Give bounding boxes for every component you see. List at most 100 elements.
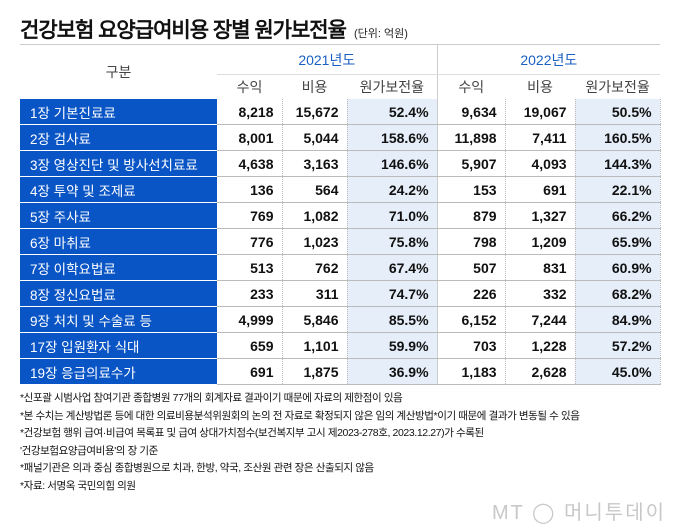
footnote: *패널기관은 의과 중심 종합병원으로 치과, 한방, 약국, 조산원 관련 장… — [20, 462, 374, 474]
year-header: 2022년도 — [436, 44, 661, 75]
value-cell: 1,875 — [282, 358, 348, 385]
table-row: 3장 영상진단 및 방사선치료료 4,638 3,163 146.6% 5,907 4,0… — [20, 150, 661, 177]
value-cell: 8,218 — [217, 99, 283, 125]
footnote: '건강보험요양급여비용'의 장 기준 — [20, 444, 158, 457]
row-label: 1장 기본진료료 — [20, 99, 217, 125]
value-cell: 4,999 — [217, 306, 283, 333]
value-cell: 1,228 — [505, 332, 576, 359]
value-cell: 5,846 — [282, 306, 348, 333]
table-row: 6장 마취료 776 1,023 75.8% 798 1,209 65.9% — [20, 228, 661, 255]
value-cell: 226 — [436, 280, 506, 307]
sub-header: 원가보전율 — [359, 79, 424, 95]
table-row: 2장 검사료 8,001 5,044 158.6% 11,898 7,411 160.5% — [20, 124, 661, 151]
value-cell: 5,907 — [436, 150, 506, 177]
row-label: 3장 영상진단 및 방사선치료료 — [20, 150, 217, 177]
value-cell: 507 — [436, 254, 506, 281]
rate-cell: 50.5% — [575, 99, 661, 125]
value-cell: 2,628 — [505, 358, 576, 385]
rate-cell: 75.8% — [347, 228, 438, 255]
value-cell: 19,067 — [505, 99, 576, 125]
footnote: *신포괄 시범사업 참여기관 종합병원 77개의 회계자료 결과이기 때문에 자… — [20, 392, 403, 404]
rate-cell: 60.9% — [575, 254, 661, 281]
value-cell: 691 — [505, 176, 576, 203]
value-cell: 15,672 — [282, 99, 348, 125]
sub-header: 원가보전율 — [585, 79, 650, 95]
rate-cell: 22.1% — [575, 176, 661, 203]
value-cell: 691 — [217, 358, 283, 385]
value-cell: 798 — [436, 228, 506, 255]
row-label: 2장 검사료 — [20, 124, 217, 151]
page-title: 건강보험 요양급여비용 장별 원가보전율 (단위: 억원) — [20, 14, 408, 44]
rate-cell: 36.9% — [347, 358, 438, 385]
table-row: 1장 기본진료료 8,218 15,672 52.4% 9,634 19,067 50.5% — [20, 99, 661, 125]
rate-cell: 67.4% — [347, 254, 438, 281]
value-cell: 762 — [282, 254, 348, 281]
row-label: 8장 정신요법료 — [20, 280, 217, 307]
value-cell: 233 — [217, 280, 283, 307]
value-cell: 3,163 — [282, 150, 348, 177]
table-row: 8장 정신요법료 233 311 74.7% 226 332 68.2% — [20, 280, 661, 307]
value-cell: 1,101 — [282, 332, 348, 359]
table-row: 5장 주사료 769 1,082 71.0% 879 1,327 66.2% — [20, 202, 661, 229]
sub-header: 수익 — [236, 79, 263, 95]
value-cell: 153 — [436, 176, 506, 203]
value-cell: 879 — [436, 202, 506, 229]
rate-cell: 158.6% — [347, 124, 438, 151]
row-label: 9장 처치 및 수술료 등 — [20, 306, 217, 333]
rate-cell: 71.0% — [347, 202, 438, 229]
rate-cell: 59.9% — [347, 332, 438, 359]
value-cell: 7,411 — [505, 124, 576, 151]
row-label: 5장 주사료 — [20, 202, 217, 229]
row-label: 4장 투약 및 조제료 — [20, 176, 217, 203]
value-cell: 513 — [217, 254, 283, 281]
rate-cell: 74.7% — [347, 280, 438, 307]
year-header: 2021년도 — [217, 44, 438, 75]
sub-header: 비용 — [301, 79, 328, 95]
table-row: 17장 입원환자 식대 659 1,101 59.9% 703 1,228 57.2% — [20, 332, 661, 359]
row-label: 19장 응급의료수가 — [20, 358, 217, 385]
value-cell: 769 — [217, 202, 283, 229]
value-cell: 1,209 — [505, 228, 576, 255]
value-cell: 1,082 — [282, 202, 348, 229]
rate-cell: 160.5% — [575, 124, 661, 151]
rate-cell: 68.2% — [575, 280, 661, 307]
row-header: 구분 — [20, 44, 217, 99]
value-cell: 7,244 — [505, 306, 576, 333]
footnotes: *신포괄 시범사업 참여기관 종합병원 77개의 회계자료 결과이기 때문에 자… — [20, 390, 580, 495]
footnote: *건강보험 행위 급여·비급여 목록표 및 급여 상대가치점수(보건복지부 고시… — [20, 427, 484, 439]
table-row: 19장 응급의료수가 691 1,875 36.9% 1,183 2,628 45.0% — [20, 358, 661, 385]
rate-cell: 85.5% — [347, 306, 438, 333]
value-cell: 136 — [217, 176, 283, 203]
rate-cell: 57.2% — [575, 332, 661, 359]
value-cell: 776 — [217, 228, 283, 255]
value-cell: 703 — [436, 332, 506, 359]
value-cell: 11,898 — [436, 124, 506, 151]
data-table: 구분 2021년도 2022년도 수익 비용 원가보전율 수익 비용 원가보전율… — [20, 44, 661, 385]
value-cell: 1,183 — [436, 358, 506, 385]
footnote: *본 수치는 계산방법론 등에 대한 의료비용분석위원회의 논의 전 자료로 확… — [20, 409, 580, 422]
rate-cell: 66.2% — [575, 202, 661, 229]
rate-cell: 144.3% — [575, 150, 661, 177]
value-cell: 6,152 — [436, 306, 506, 333]
sub-header: 수익 — [436, 74, 506, 99]
value-cell: 332 — [505, 280, 576, 307]
value-cell: 564 — [282, 176, 348, 203]
value-cell: 1,023 — [282, 228, 348, 255]
row-label: 6장 마취료 — [20, 228, 217, 255]
value-cell: 8,001 — [217, 124, 283, 151]
rate-cell: 45.0% — [575, 358, 661, 385]
rate-cell: 52.4% — [347, 99, 438, 125]
value-cell: 5,044 — [282, 124, 348, 151]
rate-cell: 84.9% — [575, 306, 661, 333]
value-cell: 4,638 — [217, 150, 283, 177]
value-cell: 4,093 — [505, 150, 576, 177]
footnote: *자료: 서명옥 국민의힘 의원 — [20, 479, 136, 492]
value-cell: 9,634 — [436, 99, 506, 125]
table-row: 4장 투약 및 조제료 136 564 24.2% 153 691 22.1% — [20, 176, 661, 203]
value-cell: 311 — [282, 280, 348, 307]
value-cell: 831 — [505, 254, 576, 281]
unit-label: (단위: 억원) — [353, 28, 408, 40]
table-row: 7장 이학요법료 513 762 67.4% 507 831 60.9% — [20, 254, 661, 281]
table-row: 9장 처치 및 수술료 등 4,999 5,846 85.5% 6,152 7,244 84… — [20, 306, 661, 333]
rate-cell: 24.2% — [347, 176, 438, 203]
